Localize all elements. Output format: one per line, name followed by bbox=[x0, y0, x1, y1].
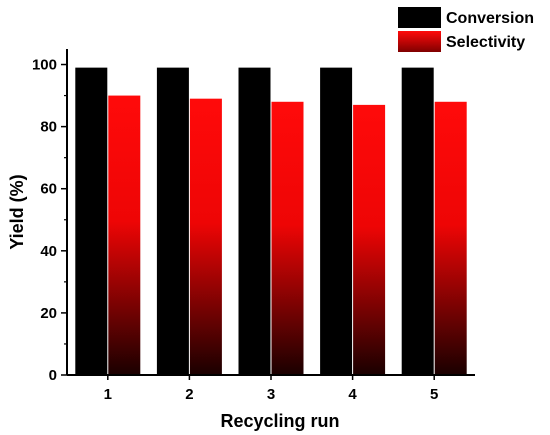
y-tick-label: 60 bbox=[40, 181, 57, 198]
bar-conversion-run-1 bbox=[75, 67, 108, 375]
bar-selectivity-run-3 bbox=[271, 101, 304, 376]
legend: Conversion Selectivity bbox=[398, 7, 534, 52]
y-tick-label: 20 bbox=[40, 305, 57, 322]
legend-item-conversion: Conversion bbox=[398, 7, 534, 28]
bar-conversion-run-2 bbox=[156, 67, 189, 375]
bar-conversion-run-4 bbox=[320, 67, 353, 375]
legend-label-conversion: Conversion bbox=[446, 10, 534, 27]
legend-item-selectivity: Selectivity bbox=[398, 31, 525, 52]
y-tick-label: 40 bbox=[40, 243, 57, 260]
y-tick-label: 100 bbox=[32, 57, 57, 74]
legend-swatch-conversion bbox=[398, 7, 441, 28]
legend-label-selectivity: Selectivity bbox=[446, 34, 525, 51]
y-axis: 0 20 40 60 80 100 bbox=[32, 49, 68, 384]
legend-swatch-selectivity bbox=[398, 31, 441, 52]
x-tick-label: 1 bbox=[104, 386, 112, 403]
bars-group bbox=[75, 67, 467, 376]
y-tick-label: 80 bbox=[40, 119, 57, 136]
x-tick-label: 2 bbox=[185, 386, 193, 403]
x-axis: 1 2 3 4 5 bbox=[67, 374, 475, 403]
bar-selectivity-run-4 bbox=[353, 104, 386, 375]
bar-selectivity-run-1 bbox=[108, 95, 141, 376]
x-axis-title: Recycling run bbox=[220, 411, 339, 431]
bar-selectivity-run-2 bbox=[189, 98, 222, 375]
bar-conversion-run-5 bbox=[401, 67, 434, 375]
x-tick-label: 3 bbox=[267, 386, 275, 403]
y-axis-title: Yield (%) bbox=[7, 174, 27, 249]
x-tick-label: 4 bbox=[348, 386, 357, 403]
bar-conversion-run-3 bbox=[238, 67, 271, 375]
y-tick-label: 0 bbox=[49, 367, 57, 384]
x-tick-label: 5 bbox=[430, 386, 438, 403]
bar-selectivity-run-5 bbox=[434, 101, 467, 376]
